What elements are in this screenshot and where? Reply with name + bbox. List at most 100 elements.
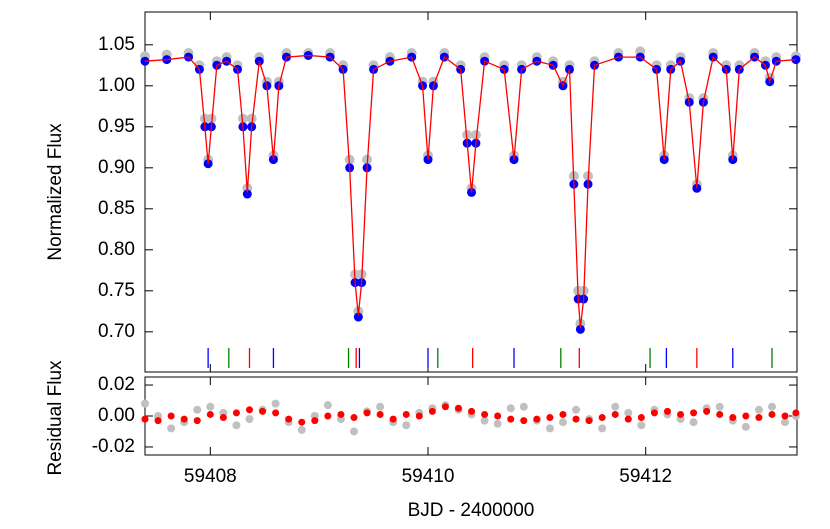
data-point [481, 410, 489, 418]
data-point [232, 409, 240, 417]
data-point [468, 407, 476, 415]
data-point [245, 415, 254, 424]
data-point [349, 427, 358, 436]
data-point [611, 410, 619, 418]
data-point [376, 402, 385, 411]
data-point [575, 324, 585, 334]
data-point [167, 412, 175, 420]
data-point [781, 418, 790, 427]
data-point [180, 415, 188, 423]
data-point [441, 403, 449, 411]
data-point [350, 414, 358, 422]
y-tick-label: 0.80 [98, 239, 135, 260]
data-point [585, 417, 593, 425]
data-point [415, 412, 423, 420]
data-point [677, 410, 685, 418]
data-point [572, 405, 581, 414]
data-point [650, 409, 658, 417]
x-axis-label: BJD - 2400000 [408, 500, 535, 521]
data-point [715, 402, 724, 411]
top-frame [144, 11, 798, 373]
data-point [781, 412, 789, 420]
data-point [754, 405, 763, 414]
data-point [206, 410, 214, 418]
data-point [389, 415, 397, 423]
y-tick-label: 1.05 [98, 34, 135, 55]
data-point [729, 414, 737, 422]
data-point [353, 312, 363, 322]
data-point [598, 414, 606, 422]
data-point [598, 424, 607, 433]
data-point [337, 410, 345, 418]
y-axis-label: Residual Flux [45, 360, 66, 476]
data-point [246, 113, 257, 124]
data-point [559, 410, 567, 418]
y-tick-label: 1.00 [98, 75, 135, 96]
data-point [323, 401, 332, 410]
y-tick-label: 0.02 [98, 374, 135, 395]
data-point [298, 418, 306, 426]
data-point [506, 404, 515, 413]
data-point [193, 417, 201, 425]
data-point [637, 421, 646, 430]
data-point [141, 399, 149, 408]
data-point [167, 424, 176, 433]
data-point [624, 415, 632, 423]
y-tick-label: 0.00 [98, 405, 135, 426]
data-point [545, 424, 554, 433]
data-point [237, 113, 248, 124]
data-point [311, 417, 319, 425]
data-point [285, 415, 293, 423]
y-tick-label: 0.75 [98, 280, 135, 301]
y-axis-label: Normalized Flux [45, 123, 66, 261]
data-point [741, 422, 750, 431]
data-point [480, 416, 489, 425]
data-point [792, 409, 800, 417]
data-point [376, 410, 384, 418]
data-point [703, 407, 711, 415]
data-point [272, 409, 280, 417]
data-point [402, 421, 411, 430]
data-point [402, 410, 410, 418]
y-tick-label: 0.70 [98, 321, 135, 342]
data-point [716, 410, 724, 418]
data-point [533, 415, 541, 423]
data-point [611, 402, 620, 411]
x-tick-label: 59412 [619, 466, 672, 487]
data-point [791, 55, 801, 65]
data-point [546, 414, 554, 422]
y-tick-label: 0.90 [98, 157, 135, 178]
data-point [558, 418, 567, 427]
data-point [690, 409, 698, 417]
data-point [470, 130, 481, 141]
y-tick-label: -0.02 [92, 436, 135, 457]
data-point [154, 417, 162, 425]
data-point [324, 412, 332, 420]
data-point [742, 412, 750, 420]
y-tick-label: 0.95 [98, 116, 135, 137]
y-tick-label: 0.85 [98, 198, 135, 219]
data-point [454, 404, 462, 412]
model-line [144, 54, 796, 328]
data-point [689, 418, 698, 427]
data-point [232, 421, 241, 430]
data-point [494, 412, 502, 420]
data-point [206, 402, 215, 411]
data-point [519, 402, 528, 411]
data-point [462, 130, 473, 141]
data-point [507, 415, 515, 423]
data-point [245, 406, 253, 414]
x-tick-label: 59410 [402, 466, 455, 487]
data-point [219, 414, 227, 422]
x-tick-label: 59408 [184, 466, 237, 487]
data-point [193, 405, 202, 414]
data-point [663, 407, 671, 415]
data-point [767, 402, 776, 411]
data-point [206, 113, 217, 124]
data-point [520, 417, 528, 425]
data-point [271, 399, 280, 408]
data-point [572, 415, 580, 423]
data-point [363, 409, 371, 417]
data-point [768, 410, 776, 418]
